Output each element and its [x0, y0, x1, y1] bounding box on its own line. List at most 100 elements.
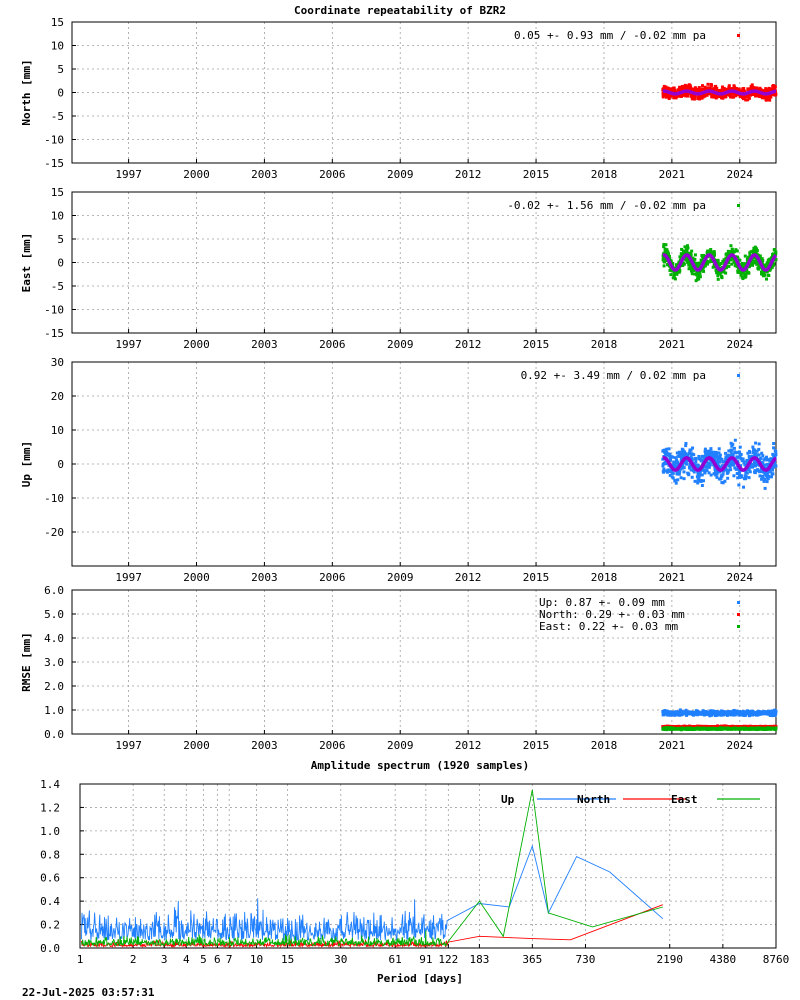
- data-point: [673, 479, 677, 483]
- data-point: [757, 253, 761, 257]
- data-point: [675, 271, 679, 275]
- data-point: [751, 249, 755, 253]
- data-point: [716, 274, 720, 278]
- x-tick-label: 122: [438, 953, 458, 966]
- data-point: [705, 451, 709, 455]
- data-point: [687, 267, 691, 271]
- y-tick-label: 0.8: [40, 848, 60, 861]
- data-point: [747, 454, 751, 458]
- data-point: [767, 89, 771, 93]
- data-point: [746, 87, 750, 91]
- data-point: [715, 461, 719, 465]
- data-point: [661, 462, 665, 466]
- x-tick-label: 2: [130, 953, 137, 966]
- data-point: [727, 84, 731, 88]
- x-tick-label: 730: [576, 953, 596, 966]
- data-point: [690, 468, 694, 472]
- data-point: [738, 93, 742, 97]
- data-point: [774, 449, 778, 453]
- y-axis-label: East [mm]: [20, 233, 33, 293]
- data-point: [673, 456, 677, 460]
- x-tick-label: 1997: [115, 338, 142, 351]
- data-point: [690, 96, 694, 100]
- data-point: [675, 451, 679, 455]
- data-point: [762, 263, 766, 267]
- data-point: [750, 83, 754, 87]
- data-point: [713, 473, 717, 477]
- data-point: [754, 92, 758, 96]
- data-point: [769, 257, 773, 261]
- data-point: [738, 475, 742, 479]
- data-point: [712, 95, 716, 99]
- data-point: [738, 454, 742, 458]
- legend-label: Up: [501, 793, 515, 806]
- data-point: [693, 86, 697, 90]
- data-point: [678, 85, 682, 89]
- y-tick-label: 15: [51, 16, 64, 29]
- data-point: [669, 273, 673, 277]
- data-point: [684, 444, 688, 448]
- data-point: [730, 92, 734, 96]
- data-point: [715, 475, 719, 479]
- data-point: [748, 253, 752, 257]
- x-tick-label: 2015: [523, 739, 550, 752]
- data-point: [690, 249, 694, 253]
- x-tick-label: 2015: [523, 571, 550, 584]
- data-point: [669, 259, 673, 263]
- data-point: [706, 82, 710, 86]
- data-point: [749, 462, 753, 466]
- data-point: [765, 462, 769, 466]
- y-tick-label: 10: [51, 424, 64, 437]
- y-tick-label: 2.0: [44, 680, 64, 693]
- data-point: [683, 250, 687, 254]
- data-point: [682, 451, 686, 455]
- data-point: [768, 98, 772, 102]
- data-point: [737, 473, 741, 477]
- data-point: [735, 455, 739, 459]
- data-point: [755, 468, 759, 472]
- x-tick-label: 2021: [659, 571, 686, 584]
- y-axis-label: RMSE [mm]: [20, 632, 33, 692]
- data-point: [706, 249, 710, 253]
- data-point: [664, 243, 668, 247]
- data-point: [765, 277, 769, 281]
- data-point: [722, 86, 726, 90]
- data-point: [755, 248, 759, 252]
- data-point: [733, 466, 737, 470]
- data-point: [686, 84, 690, 88]
- data-point: [763, 486, 767, 490]
- data-point: [674, 481, 678, 485]
- data-point: [724, 451, 728, 455]
- data-point: [698, 275, 702, 279]
- data-point: [687, 465, 691, 469]
- data-point: [710, 87, 714, 91]
- data-point: [663, 448, 667, 452]
- data-point: [727, 453, 731, 457]
- data-point: [748, 465, 752, 469]
- data-point: [734, 87, 738, 91]
- data-point: [761, 258, 765, 262]
- data-point: [696, 481, 700, 485]
- data-point: [716, 262, 720, 266]
- data-point: [771, 252, 775, 256]
- data-point: [727, 449, 731, 453]
- x-tick-label: 2018: [591, 338, 618, 351]
- data-point: [683, 454, 687, 458]
- data-point: [729, 468, 733, 472]
- x-tick-label: 2024: [727, 338, 754, 351]
- y-tick-label: -20: [44, 526, 64, 539]
- data-point: [715, 459, 719, 463]
- data-point: [676, 478, 680, 482]
- legend-entry: North: 0.29 +- 0.03 mm: [539, 608, 685, 621]
- data-point: [668, 473, 672, 477]
- data-point: [738, 470, 742, 474]
- data-point: [705, 262, 709, 266]
- data-point: [712, 456, 716, 460]
- data-point: [757, 447, 761, 451]
- data-point: [726, 453, 730, 457]
- data-point: [729, 459, 733, 463]
- x-tick-label: 2018: [591, 571, 618, 584]
- seasonal-model-line: [662, 89, 777, 96]
- y-tick-label: -10: [44, 134, 64, 147]
- x-tick-label: 1997: [115, 739, 142, 752]
